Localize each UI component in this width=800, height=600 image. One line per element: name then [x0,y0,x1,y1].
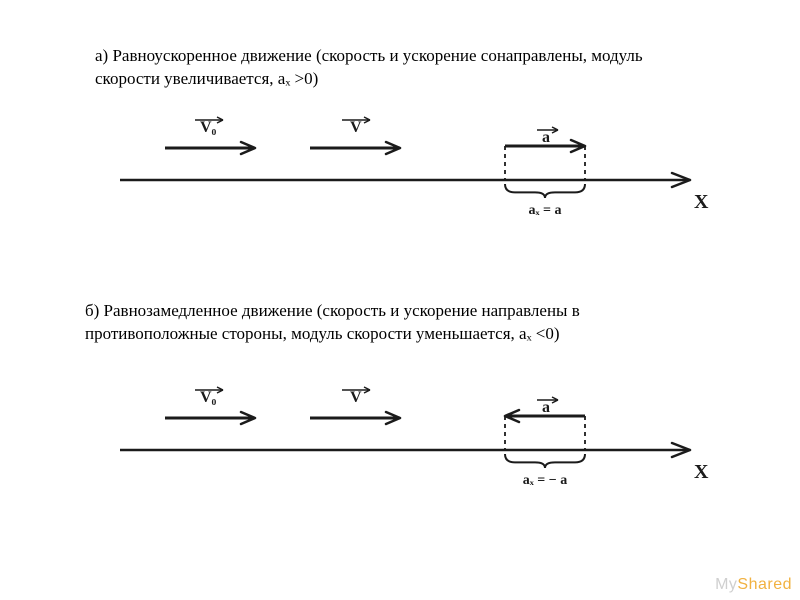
brace-label: aₓ = − a [523,473,567,488]
watermark-my: My [715,576,737,593]
axis-label-x: X [694,191,709,213]
watermark-shared: Shared [737,576,792,593]
page: а) Равноускоренное движение (скорость и … [0,0,800,600]
caption-a: а) Равноускоренное движение (скорость и … [95,45,675,91]
vector-a-label: a [542,129,550,146]
axis-label-x: X [694,461,709,483]
vector-v-label: V [350,389,362,406]
watermark: MyShared [715,576,792,594]
vector-v0-label: V₀ [200,119,217,136]
diagram-a: X V₀ Va aₓ = a [110,110,720,260]
vector-v-label: V [350,119,362,136]
brace-label: aₓ = a [529,203,562,218]
vector-v0-label: V₀ [200,389,217,406]
diagram-b: X V₀ Va aₓ = − a [110,380,720,530]
caption-b: б) Равнозамедленное движение (скорость и… [85,300,665,346]
vector-a-label: a [542,399,550,416]
